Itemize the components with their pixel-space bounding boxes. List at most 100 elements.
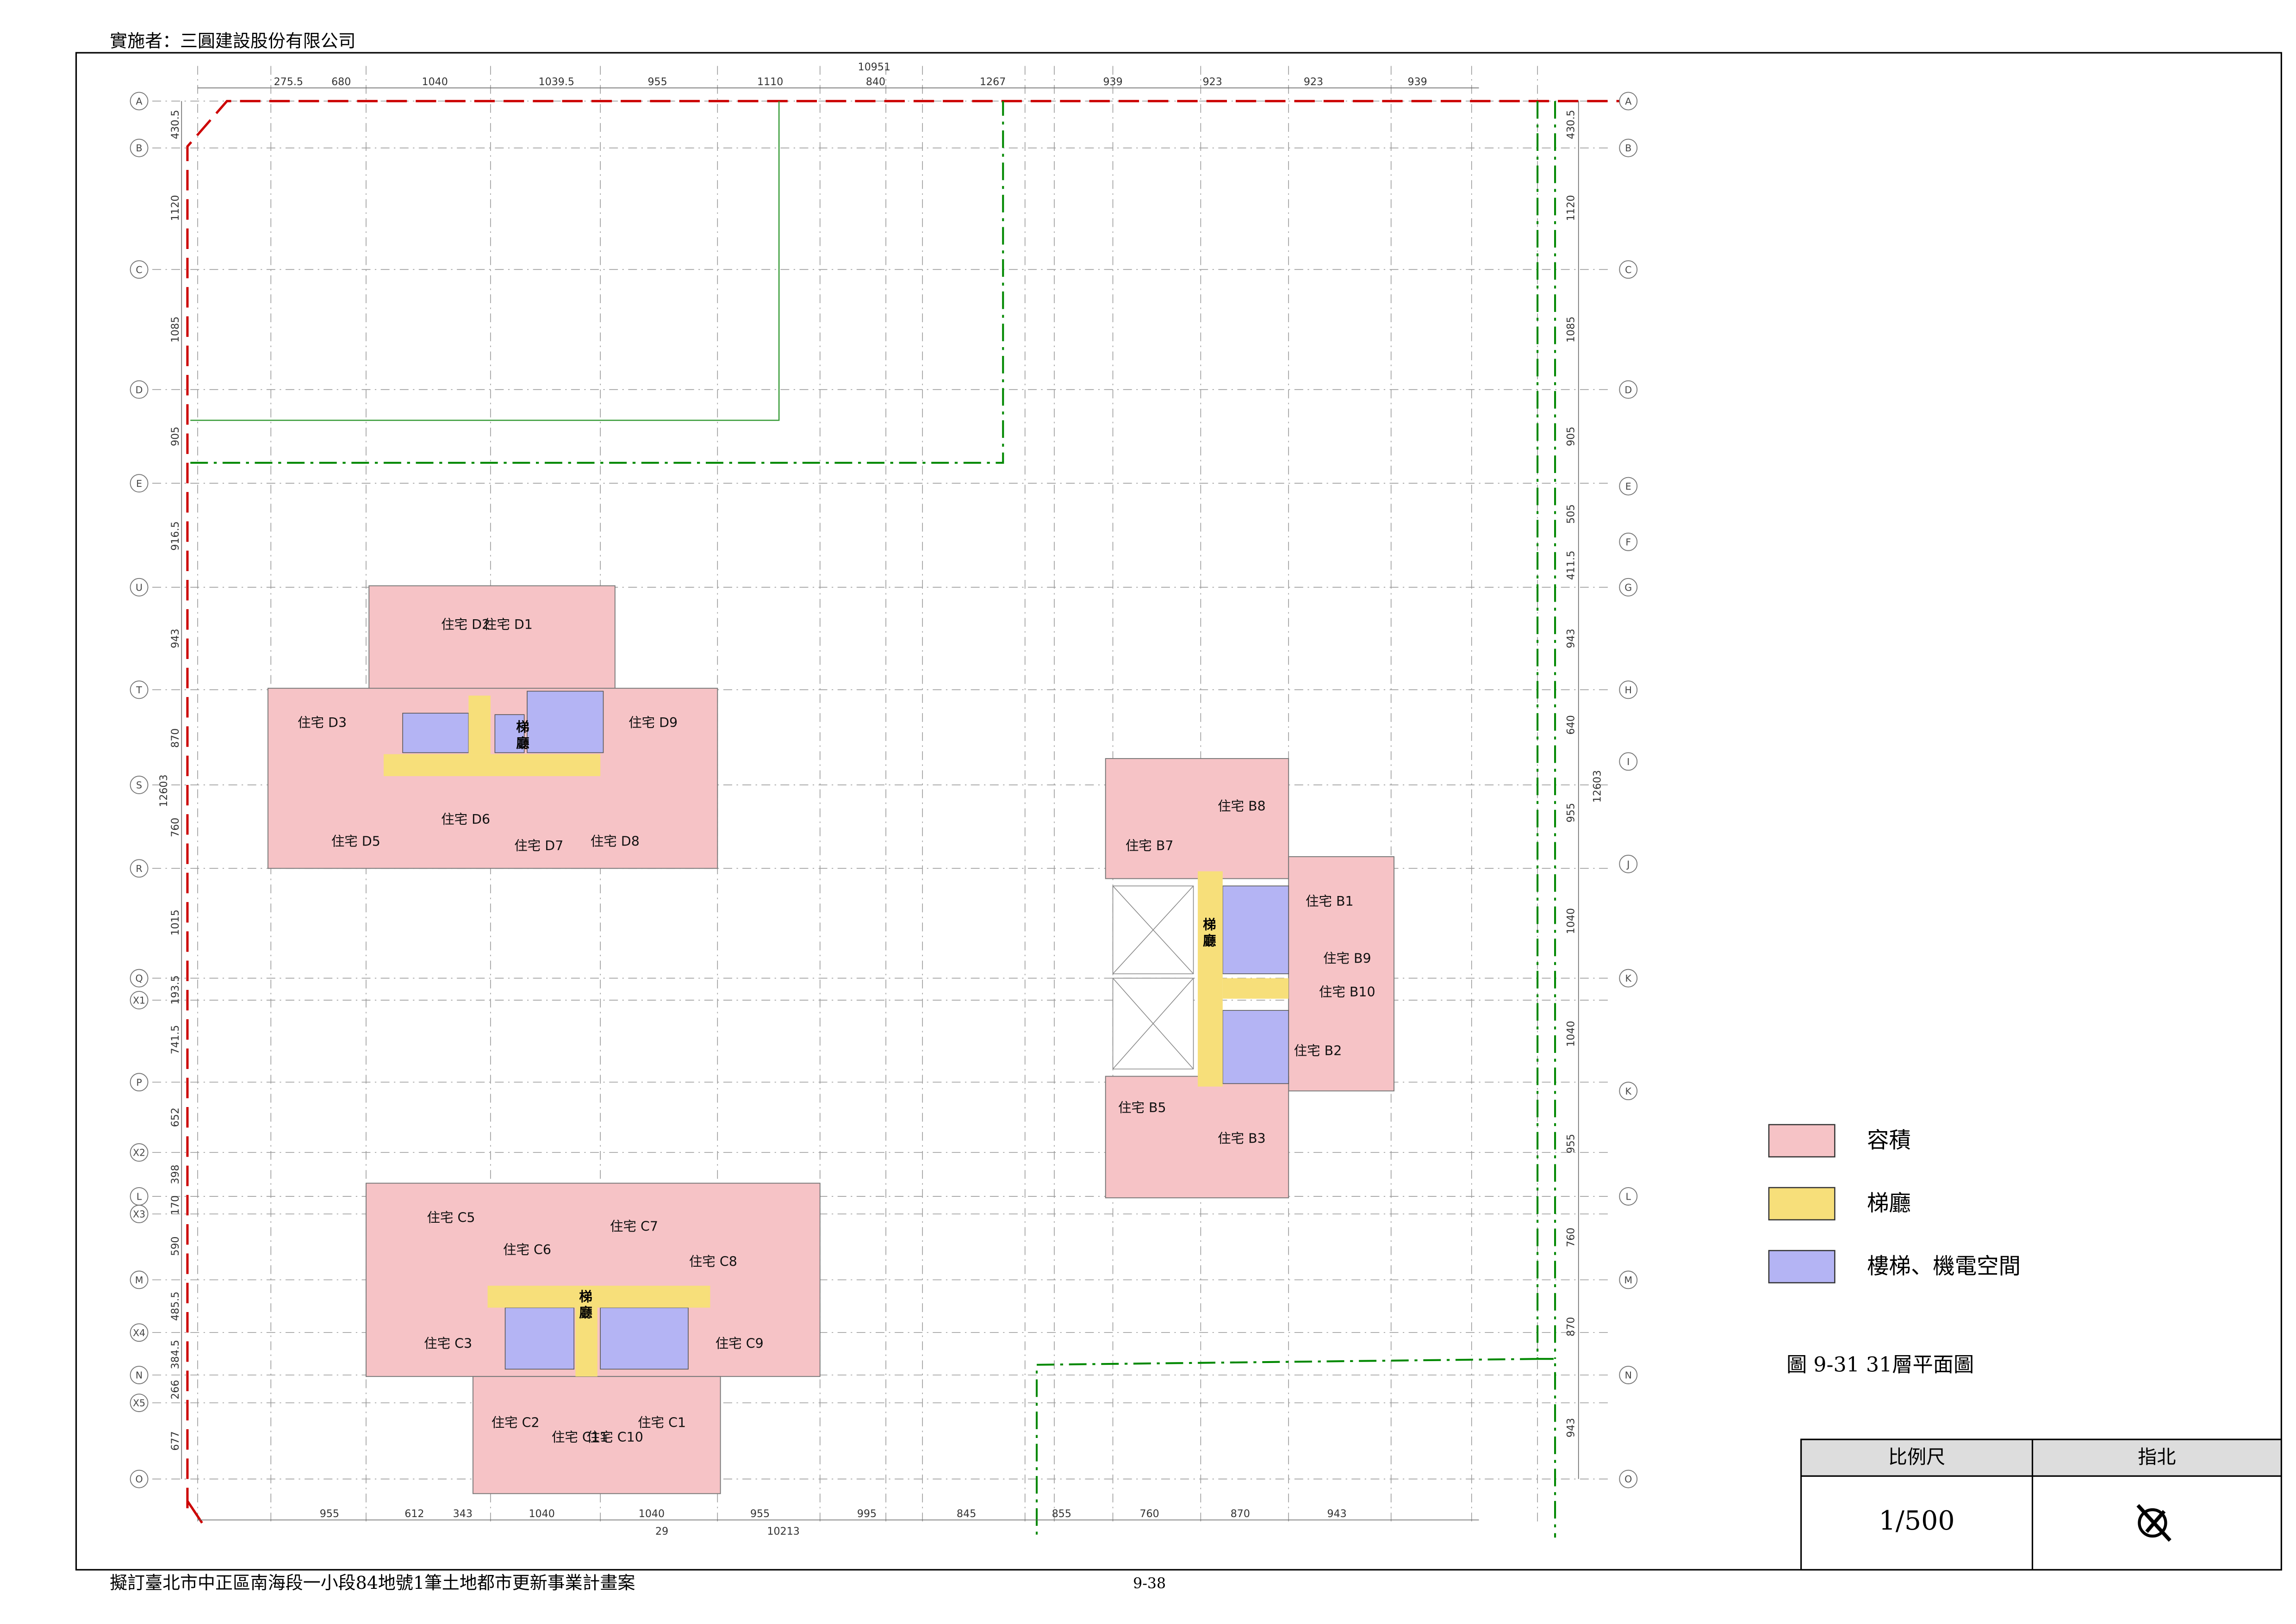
grid-bubble (130, 1323, 149, 1342)
grid-label: Q (135, 973, 143, 984)
grid-bubble (1619, 477, 1638, 496)
dimension: 1040 (1565, 1021, 1577, 1047)
grid-label: A (136, 96, 143, 107)
grid-label: B (136, 143, 143, 154)
unit-label: 住宅 B2 (1294, 1043, 1342, 1058)
grid-bubble (130, 1394, 149, 1412)
grid-label: X4 (133, 1327, 145, 1338)
dimension: 840 (866, 76, 885, 88)
scale-table-header (1800, 1438, 2282, 1477)
unit-label: 住宅 C3 (424, 1336, 472, 1351)
grid-label: X1 (133, 995, 145, 1006)
grid-bubble (130, 1143, 149, 1162)
core (504, 1307, 575, 1370)
grid-label: L (1626, 1191, 1631, 1202)
dimension: 923 (1203, 76, 1222, 88)
grid-label: N (1625, 1370, 1632, 1381)
dimension: 384.5 (169, 1340, 181, 1369)
grid-bubble (1619, 854, 1638, 873)
grid-label: P (136, 1077, 142, 1088)
grid-bubble (1619, 380, 1638, 399)
dimension: 1085 (169, 317, 181, 342)
core-label: 梯 (579, 1289, 592, 1304)
unit-label: 住宅 B7 (1126, 838, 1174, 853)
dimension: 677 (169, 1431, 181, 1450)
dimension: 760 (1140, 1508, 1159, 1520)
grid-bubble (1619, 680, 1638, 699)
page-number: 9-38 (1133, 1575, 1166, 1592)
grid-bubble (130, 991, 149, 1009)
legend-swatch (1768, 1187, 1836, 1220)
grid-bubble (130, 1366, 149, 1384)
unit-label: 住宅 C11 (552, 1430, 608, 1445)
grid-bubble (130, 578, 149, 597)
grid-label: K (1625, 1086, 1632, 1097)
unit-label: 住宅 C2 (492, 1415, 540, 1430)
grid-bubble (130, 1469, 149, 1488)
dimension: 1267 (980, 76, 1006, 88)
grid-label: M (1624, 1275, 1632, 1286)
dimension: 943 (1565, 628, 1577, 648)
grid-bubble (1619, 1082, 1638, 1101)
unit-label: 住宅 D5 (331, 834, 380, 849)
grid-label: B (1625, 143, 1631, 154)
grid-label: E (136, 478, 142, 489)
grid-label: X5 (133, 1398, 145, 1409)
dimension: 1110 (757, 76, 783, 88)
table-header: 指北 (2138, 1446, 2176, 1468)
grid-label: O (1624, 1474, 1632, 1485)
void (1112, 885, 1194, 1070)
core (1222, 1010, 1289, 1084)
dimension: 1040 (1565, 908, 1577, 934)
grid-bubble (130, 1270, 149, 1289)
dimension: 939 (1408, 76, 1427, 88)
lobby (1198, 871, 1223, 1087)
dimension: 995 (857, 1508, 877, 1520)
dimension: 640 (1565, 715, 1577, 734)
lobby (383, 754, 601, 776)
dimension: 652 (169, 1108, 181, 1127)
unit-label: 住宅 D7 (514, 838, 563, 853)
unit-area (1105, 1076, 1289, 1199)
grid-bubble (130, 1205, 149, 1223)
grid-label: T (136, 684, 142, 696)
unit-label: 住宅 C8 (689, 1254, 737, 1269)
unit-label: 住宅 B5 (1118, 1100, 1166, 1115)
grid-label: C (1625, 264, 1631, 275)
dimension: 955 (320, 1508, 339, 1520)
dimension: 760 (169, 818, 181, 837)
core-label: 廳 (516, 735, 529, 751)
green-line (190, 101, 780, 421)
dimension: 170 (169, 1195, 181, 1215)
dimension: 1040 (529, 1508, 554, 1520)
unit-label: 住宅 C7 (610, 1219, 658, 1234)
grid-bubble (130, 969, 149, 988)
dimension: 680 (331, 76, 351, 88)
footer: 擬訂臺北市中正區南海段一小段84地號1筆土地都市更新事業計畫案 (110, 1573, 635, 1593)
header: 實施者：三圓建設股份有限公司 (110, 31, 355, 51)
dimension: 760 (1565, 1227, 1577, 1247)
grid-bubble (1619, 260, 1638, 279)
dimension: 939 (1103, 76, 1122, 88)
dimension: 870 (169, 728, 181, 748)
grid-bubble (130, 92, 149, 111)
dimension: 430.5 (1565, 110, 1577, 139)
unit-area (368, 585, 616, 692)
table-header: 比例尺 (1888, 1446, 1945, 1468)
core (402, 713, 469, 753)
lobby (487, 1286, 710, 1308)
core (600, 1307, 689, 1370)
grid-label: D (136, 384, 143, 395)
unit-label: 住宅 C9 (716, 1336, 764, 1351)
grid-label: E (1625, 481, 1631, 492)
dimension: 905 (169, 427, 181, 446)
unit-label: 住宅 B1 (1306, 894, 1354, 909)
lobby (468, 695, 491, 754)
dimension: 29 (655, 1525, 668, 1537)
unit-label: 住宅 C1 (638, 1415, 686, 1430)
grid-label: N (136, 1370, 143, 1381)
core (527, 691, 604, 753)
dimension: 1015 (169, 909, 181, 935)
unit-area (1105, 758, 1289, 879)
grid-bubble (1619, 969, 1638, 988)
